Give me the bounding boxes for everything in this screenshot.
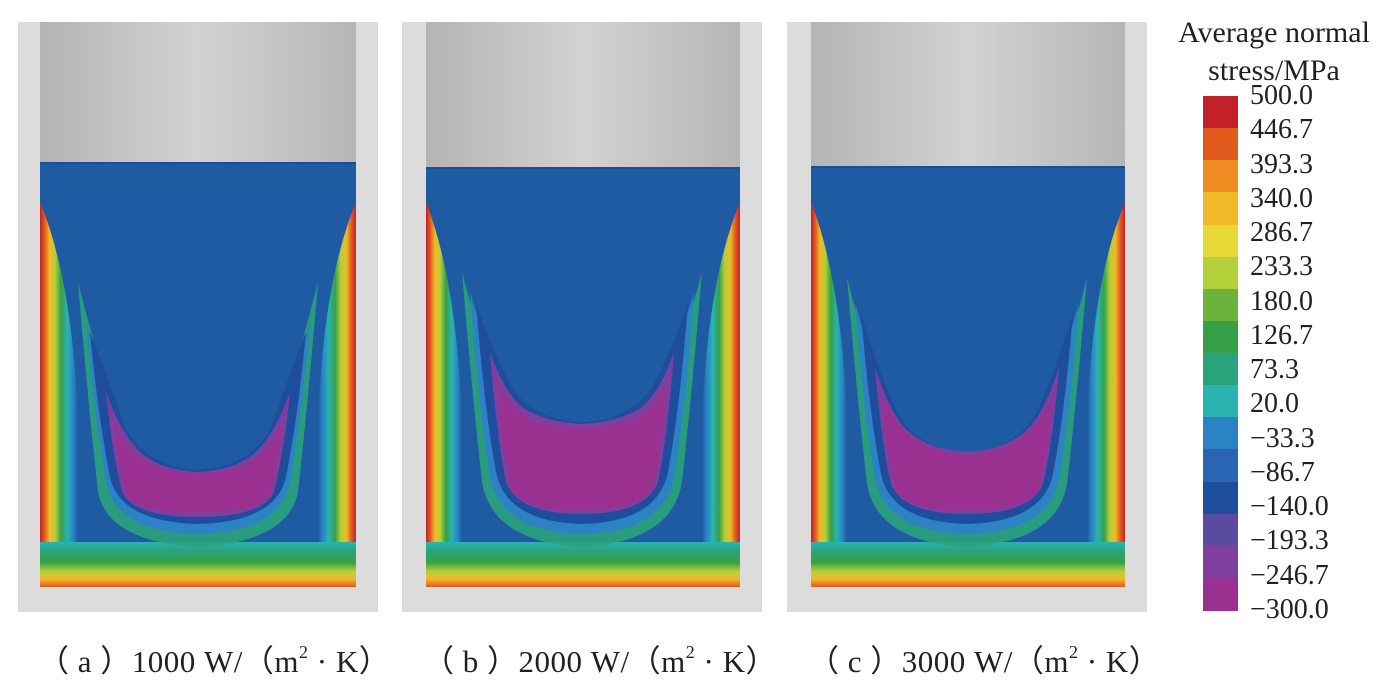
caption-b-prefix: （ b ） [423,644,519,679]
caption-b-suffix: · K） [695,644,777,679]
colorbar-tick-label: −33.3 [1250,422,1315,454]
colorbar-tick-label: 73.3 [1250,354,1299,386]
legend-title: Average normal stress/MPa [1152,14,1396,90]
colorbar-tick-label: 340.0 [1250,182,1313,214]
caption-c-sup: 2 [1069,642,1079,662]
colorbar-swatch [1203,160,1238,193]
stress-contour-map-b [402,22,762,612]
colorbar-tick-label: 286.7 [1250,217,1313,249]
colorbar-swatch [1203,320,1238,354]
caption-b-text: 2000 W/（m [518,644,686,679]
contour-panel-c [787,22,1147,612]
colorbar-tick-label: −140.0 [1250,491,1329,523]
legend-title-line1: Average normal [1178,16,1370,49]
colorbar-tick-label: 20.0 [1250,388,1299,420]
caption-b-sup: 2 [685,642,696,662]
colorbar-swatch [1203,224,1238,258]
colorbar-swatch [1203,96,1238,129]
colorbar-tick-label: 126.7 [1250,319,1313,351]
colorbar-swatch [1203,577,1238,611]
contour-panel-a [18,22,378,612]
caption-c-suffix: · K） [1078,644,1161,679]
colorbar-swatch [1203,288,1238,322]
colorbar-swatch [1203,192,1238,225]
caption-a-prefix: （ a ） [38,644,132,679]
caption-a-suffix: · K） [308,644,391,679]
colorbar-tick-label: 233.3 [1250,251,1313,283]
caption-c-text: 3000 W/（m [901,644,1070,679]
colorbar-tick-label: −193.3 [1250,525,1329,557]
colorbar-swatch [1203,417,1238,450]
legend-title-line2: stress/MPa [1208,54,1340,87]
colorbar-tick-label: 500.0 [1250,80,1313,111]
colorbar-tick-label: −86.7 [1250,456,1315,488]
colorbar-swatch [1203,385,1238,418]
colorbar-tick-label: 446.7 [1250,114,1313,146]
caption-b: （ b ）2000 W/（m2 · K） [423,636,777,679]
colorbar-swatch [1203,513,1238,547]
caption-c-prefix: （ c ） [808,644,902,679]
colorbar-swatch [1203,449,1238,482]
colorbar-tick-label: 393.3 [1250,148,1313,180]
colorbar-tick-label: 180.0 [1250,285,1313,317]
colorbar-swatch [1203,256,1238,290]
colorbar [1203,96,1238,611]
colorbar-swatch [1203,481,1238,515]
colorbar-swatch [1203,353,1238,386]
caption-a: （ a ）1000 W/（m2 · K） [38,636,391,679]
colorbar-swatch [1203,128,1238,161]
caption-c: （ c ）3000 W/（m2 · K） [808,636,1161,679]
caption-a-sup: 2 [299,642,309,662]
colorbar-tick-label: −300.0 [1250,594,1329,625]
contour-panel-b [402,22,762,612]
stress-contour-map-c [787,22,1147,612]
stress-contour-map-a [18,22,378,612]
colorbar-swatch [1203,545,1238,579]
colorbar-tick-label: −246.7 [1250,559,1329,591]
caption-a-text: 1000 W/（m [131,644,300,679]
